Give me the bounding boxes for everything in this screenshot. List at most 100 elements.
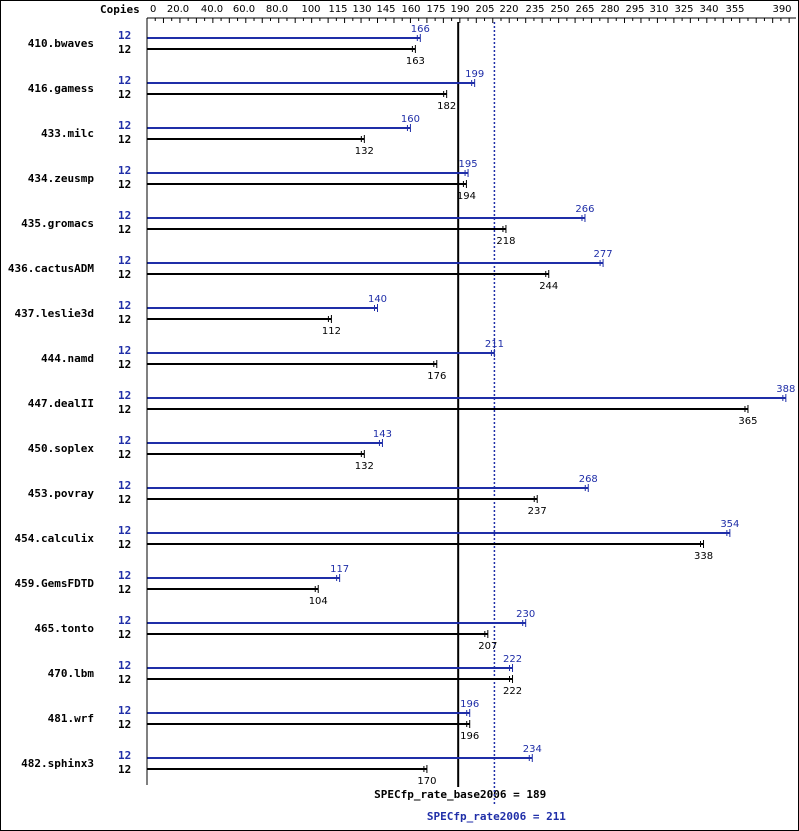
x-tick-label: 390 xyxy=(772,4,791,15)
peak-copies: 12 xyxy=(118,524,131,537)
benchmark-name: 470.lbm xyxy=(48,667,95,680)
base-copies: 12 xyxy=(118,268,131,281)
benchmark-name: 416.gamess xyxy=(28,82,94,95)
peak-value-label: 199 xyxy=(465,69,484,80)
x-axis: 0 20.0 40.0 60.0 80.0 100 115 130 145 160 175 190 20… xyxy=(146,4,796,785)
peak-value-label: 195 xyxy=(459,159,478,170)
peak-value-label: 354 xyxy=(720,519,739,530)
peak-copies: 12 xyxy=(118,614,131,627)
base-value-label: 182 xyxy=(437,101,456,112)
x-tick-label: 145 xyxy=(376,4,395,15)
base-copies: 12 xyxy=(118,448,131,461)
x-tick-label: 340 xyxy=(699,4,718,15)
peak-value-label: 268 xyxy=(579,474,598,485)
base-copies: 12 xyxy=(118,88,131,101)
peak-value-label: 211 xyxy=(485,339,504,350)
x-tick-label: 235 xyxy=(525,4,544,15)
x-tick-label: 205 xyxy=(475,4,494,15)
peak-copies: 12 xyxy=(118,659,131,672)
peak-value-label: 160 xyxy=(401,114,420,125)
base-copies: 12 xyxy=(118,313,131,326)
peak-copies: 12 xyxy=(118,29,131,42)
peak-copies: 12 xyxy=(118,164,131,177)
axis-label-copies: Copies xyxy=(100,3,140,16)
peak-value-label: 196 xyxy=(460,699,479,710)
reference-lines: SPECfp_rate_base2006 = 189 SPECfp_rate200… xyxy=(374,22,566,823)
x-tick-label: 60.0 xyxy=(233,4,255,15)
benchmark-name: 410.bwaves xyxy=(28,37,94,50)
benchmark-name: 435.gromacs xyxy=(21,217,94,230)
x-tick-label: 20.0 xyxy=(167,4,189,15)
x-tick-label: 115 xyxy=(328,4,347,15)
benchmark-name: 453.povray xyxy=(28,487,95,500)
peak-value-label: 266 xyxy=(575,204,594,215)
x-tick-label: 325 xyxy=(674,4,693,15)
peak-copies: 12 xyxy=(118,479,131,492)
base-value-label: 207 xyxy=(478,641,497,652)
benchmark-name: 481.wrf xyxy=(48,712,94,725)
base-value-label: 365 xyxy=(738,416,757,427)
x-tick-label: 310 xyxy=(649,4,668,15)
base-value-label: 132 xyxy=(355,146,374,157)
base-value-label: 132 xyxy=(355,461,374,472)
benchmark-name: 434.zeusmp xyxy=(28,172,95,185)
benchmark-name: 433.milc xyxy=(41,127,94,140)
base-value-label: 222 xyxy=(503,686,522,697)
base-copies: 12 xyxy=(118,538,131,551)
x-tick-label: 190 xyxy=(450,4,469,15)
peak-value-label: 166 xyxy=(411,24,430,35)
x-tick-label: 130 xyxy=(352,4,371,15)
x-tick-label: 250 xyxy=(550,4,569,15)
x-tick-label: 0 xyxy=(150,4,156,15)
benchmark-name: 447.dealII xyxy=(28,397,94,410)
base-copies: 12 xyxy=(118,133,131,146)
peak-value-label: 117 xyxy=(330,564,349,575)
x-tick-label: 160 xyxy=(401,4,420,15)
base-copies: 12 xyxy=(118,673,131,686)
base-copies: 12 xyxy=(118,358,131,371)
x-tick-label: 295 xyxy=(625,4,644,15)
peak-reference-label: SPECfp_rate2006 = 211 xyxy=(427,810,566,823)
peak-value-label: 143 xyxy=(373,429,392,440)
benchmark-name: 454.calculix xyxy=(15,532,95,545)
base-value-label: 338 xyxy=(694,551,713,562)
benchmark-name: 444.namd xyxy=(41,352,94,365)
peak-copies: 12 xyxy=(118,749,131,762)
peak-copies: 12 xyxy=(118,299,131,312)
peak-value-label: 140 xyxy=(368,294,387,305)
x-tick-label: 175 xyxy=(426,4,445,15)
base-value-label: 170 xyxy=(417,776,436,787)
x-tick-label: 280 xyxy=(600,4,619,15)
peak-copies: 12 xyxy=(118,704,131,717)
x-tick-label: 355 xyxy=(725,4,744,15)
peak-copies: 12 xyxy=(118,209,131,222)
x-tick-label: 265 xyxy=(575,4,594,15)
peak-value-label: 277 xyxy=(594,249,613,260)
peak-copies: 12 xyxy=(118,119,131,132)
peak-copies: 12 xyxy=(118,254,131,267)
peak-copies: 12 xyxy=(118,434,131,447)
peak-copies: 12 xyxy=(118,344,131,357)
peak-copies: 12 xyxy=(118,389,131,402)
base-copies: 12 xyxy=(118,403,131,416)
peak-value-label: 234 xyxy=(523,744,542,755)
x-tick-label: 40.0 xyxy=(201,4,223,15)
base-copies: 12 xyxy=(118,178,131,191)
base-reference-label: SPECfp_rate_base2006 = 189 xyxy=(374,788,546,801)
benchmark-name: 437.leslie3d xyxy=(15,307,94,320)
base-value-label: 104 xyxy=(309,596,328,607)
benchmark-name: 459.GemsFDTD xyxy=(15,577,95,590)
